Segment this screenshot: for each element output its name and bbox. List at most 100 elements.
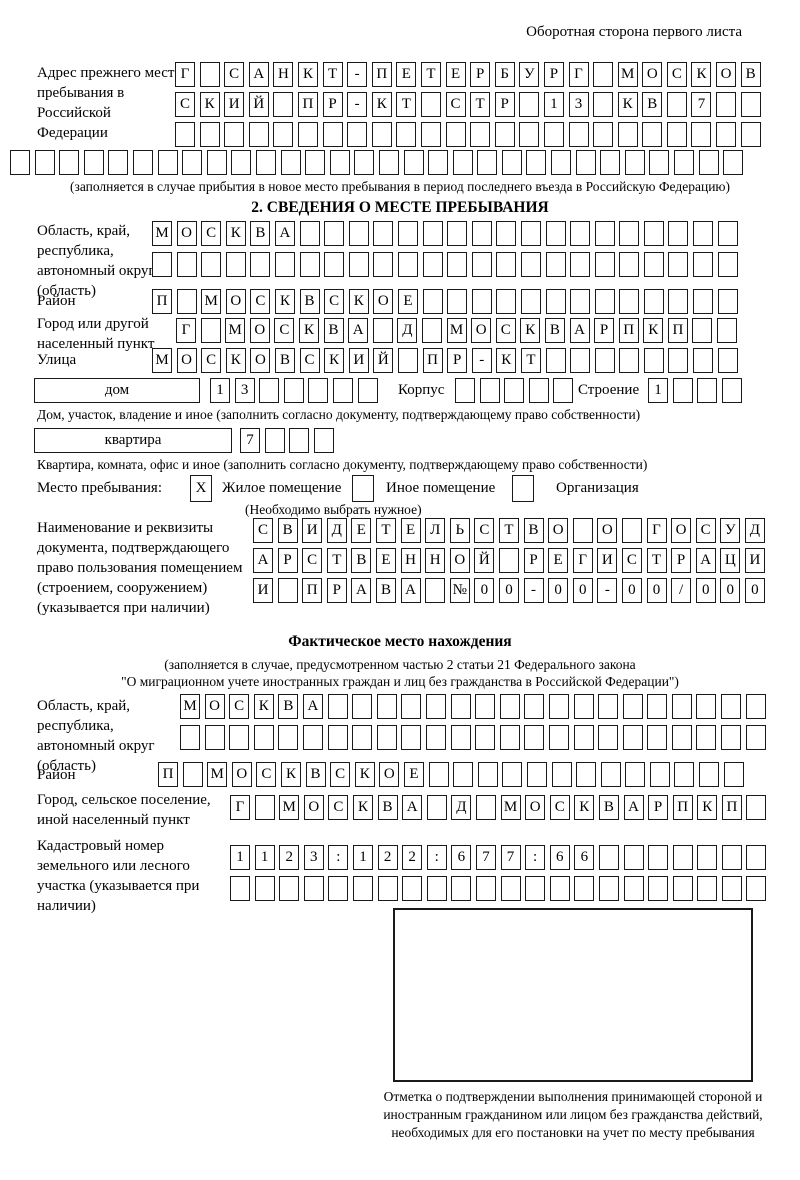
char-cell[interactable] [526, 150, 547, 175]
char-cell[interactable]: П [618, 318, 639, 343]
char-cell[interactable] [545, 348, 566, 373]
char-cell[interactable]: П [158, 762, 178, 787]
char-cell[interactable]: О [204, 694, 225, 719]
char-cell[interactable] [573, 694, 594, 719]
char-cell[interactable] [553, 378, 574, 403]
char-cell[interactable] [450, 694, 471, 719]
char-cell[interactable]: И [744, 548, 765, 573]
char-cell[interactable]: Е [445, 62, 466, 87]
char-cell[interactable]: В [277, 518, 298, 543]
char-cell[interactable]: П [721, 795, 742, 820]
char-cell[interactable]: В [351, 548, 372, 573]
char-cell[interactable]: 1 [648, 378, 668, 403]
char-cell[interactable]: 1 [254, 845, 275, 870]
char-cell[interactable]: Е [400, 518, 421, 543]
char-cell[interactable] [721, 876, 742, 901]
char-cell[interactable] [598, 876, 619, 901]
char-cell[interactable]: О [525, 795, 546, 820]
char-cell[interactable]: Р [447, 348, 468, 373]
char-cell[interactable] [354, 150, 375, 175]
char-cell[interactable] [425, 694, 446, 719]
char-cell[interactable]: Р [470, 62, 491, 87]
char-cell[interactable]: В [323, 318, 344, 343]
char-cell[interactable] [180, 725, 200, 750]
char-cell[interactable] [572, 518, 593, 543]
char-cell[interactable]: 1 [230, 845, 250, 870]
char-cell[interactable]: О [671, 518, 692, 543]
char-cell[interactable] [668, 289, 689, 314]
char-cell[interactable] [494, 122, 515, 147]
char-cell[interactable]: И [348, 348, 369, 373]
char-cell[interactable] [477, 762, 498, 787]
char-cell[interactable] [132, 150, 153, 175]
char-cell[interactable]: Д [451, 795, 472, 820]
char-cell[interactable] [671, 694, 692, 719]
char-cell[interactable] [157, 150, 178, 175]
char-cell[interactable]: М [500, 795, 521, 820]
char-cell[interactable]: М [279, 795, 300, 820]
char-cell[interactable] [83, 150, 104, 175]
char-cell[interactable] [501, 150, 522, 175]
char-cell[interactable] [475, 694, 496, 719]
char-cell[interactable] [324, 252, 345, 277]
char-cell[interactable]: К [691, 62, 712, 87]
char-cell[interactable] [649, 762, 670, 787]
char-cell[interactable] [717, 348, 738, 373]
char-cell[interactable] [376, 694, 397, 719]
char-cell[interactable]: В [274, 348, 295, 373]
char-cell[interactable] [674, 762, 695, 787]
char-cell[interactable] [598, 845, 619, 870]
char-cell[interactable]: К [520, 318, 541, 343]
char-cell[interactable]: Н [400, 548, 421, 573]
char-cell[interactable] [289, 428, 310, 453]
char-cell[interactable]: О [231, 762, 252, 787]
char-cell[interactable]: : [328, 845, 349, 870]
char-cell[interactable]: К [574, 795, 595, 820]
char-cell[interactable]: Р [648, 795, 669, 820]
char-cell[interactable] [504, 378, 525, 403]
char-cell[interactable] [329, 150, 350, 175]
char-cell[interactable]: О [471, 318, 492, 343]
char-cell[interactable] [649, 150, 670, 175]
char-cell[interactable]: Т [326, 548, 347, 573]
char-cell[interactable]: О [176, 221, 197, 246]
char-cell[interactable]: Е [351, 518, 372, 543]
char-cell[interactable]: А [402, 795, 423, 820]
char-cell[interactable]: А [348, 318, 369, 343]
char-cell[interactable]: У [519, 62, 540, 87]
char-cell[interactable]: - [523, 578, 544, 603]
char-cell[interactable]: П [302, 578, 323, 603]
char-cell[interactable]: Й [373, 348, 394, 373]
char-cell[interactable] [617, 122, 638, 147]
char-cell[interactable]: К [225, 221, 246, 246]
char-cell[interactable] [352, 876, 373, 901]
char-cell[interactable]: С [549, 795, 570, 820]
char-cell[interactable]: К [371, 92, 392, 117]
char-cell[interactable] [283, 378, 304, 403]
char-cell[interactable] [619, 289, 640, 314]
char-cell[interactable] [176, 289, 197, 314]
char-cell[interactable] [593, 122, 614, 147]
char-cell[interactable]: 0 [646, 578, 667, 603]
char-cell[interactable]: О [379, 762, 400, 787]
char-cell[interactable] [324, 221, 345, 246]
char-cell[interactable]: Т [470, 92, 491, 117]
char-cell[interactable]: Г [646, 518, 667, 543]
char-cell[interactable] [528, 378, 549, 403]
char-cell[interactable] [397, 221, 418, 246]
char-cell[interactable] [716, 92, 737, 117]
char-cell[interactable] [332, 378, 353, 403]
char-cell[interactable] [280, 150, 301, 175]
char-cell[interactable]: О [250, 348, 271, 373]
char-cell[interactable]: Д [744, 518, 765, 543]
char-cell[interactable]: 7 [240, 428, 260, 453]
char-cell[interactable] [593, 62, 614, 87]
char-cell[interactable] [721, 378, 742, 403]
char-cell[interactable] [445, 122, 466, 147]
char-cell[interactable]: В [740, 62, 761, 87]
char-cell[interactable]: А [302, 694, 323, 719]
char-cell[interactable]: С [175, 92, 195, 117]
char-cell[interactable]: К [697, 795, 718, 820]
char-cell[interactable] [426, 876, 447, 901]
char-cell[interactable]: И [302, 518, 323, 543]
